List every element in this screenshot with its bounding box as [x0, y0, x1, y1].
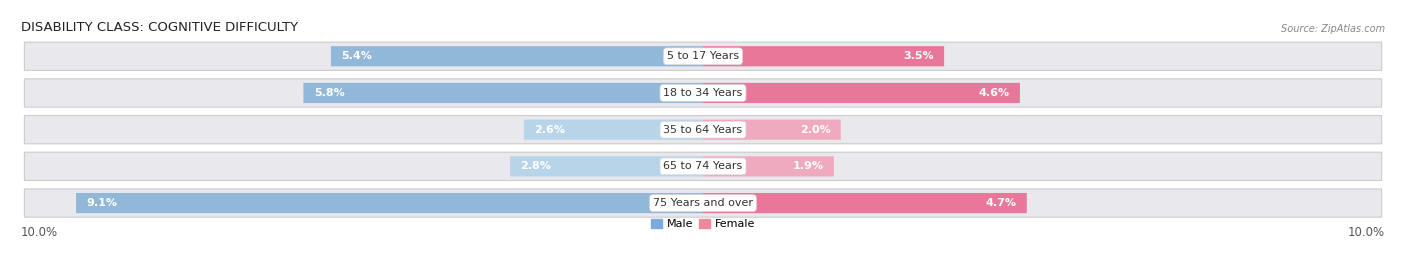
Text: 4.7%: 4.7% [986, 198, 1017, 208]
FancyBboxPatch shape [24, 189, 1382, 217]
FancyBboxPatch shape [24, 79, 1382, 107]
FancyBboxPatch shape [24, 152, 1382, 181]
FancyBboxPatch shape [703, 120, 841, 140]
FancyBboxPatch shape [703, 83, 1019, 103]
Legend: Male, Female: Male, Female [647, 215, 759, 234]
Text: 10.0%: 10.0% [21, 226, 58, 239]
Text: 65 to 74 Years: 65 to 74 Years [664, 161, 742, 171]
Text: 75 Years and over: 75 Years and over [652, 198, 754, 208]
Text: 2.0%: 2.0% [800, 125, 831, 135]
Text: Source: ZipAtlas.com: Source: ZipAtlas.com [1281, 23, 1385, 33]
FancyBboxPatch shape [524, 120, 703, 140]
FancyBboxPatch shape [24, 116, 1382, 144]
Text: 4.6%: 4.6% [979, 88, 1010, 98]
Text: 5 to 17 Years: 5 to 17 Years [666, 51, 740, 61]
Text: 5.4%: 5.4% [342, 51, 373, 61]
Text: 5.8%: 5.8% [314, 88, 344, 98]
FancyBboxPatch shape [24, 42, 1382, 70]
Text: 1.9%: 1.9% [793, 161, 824, 171]
FancyBboxPatch shape [703, 156, 834, 177]
Text: 10.0%: 10.0% [1348, 226, 1385, 239]
FancyBboxPatch shape [703, 46, 945, 66]
Text: DISABILITY CLASS: COGNITIVE DIFFICULTY: DISABILITY CLASS: COGNITIVE DIFFICULTY [21, 21, 298, 33]
FancyBboxPatch shape [304, 83, 703, 103]
Text: 35 to 64 Years: 35 to 64 Years [664, 125, 742, 135]
Text: 9.1%: 9.1% [86, 198, 117, 208]
FancyBboxPatch shape [76, 193, 703, 213]
FancyBboxPatch shape [510, 156, 703, 177]
Text: 18 to 34 Years: 18 to 34 Years [664, 88, 742, 98]
Text: 2.6%: 2.6% [534, 125, 565, 135]
FancyBboxPatch shape [330, 46, 703, 66]
Text: 3.5%: 3.5% [903, 51, 934, 61]
FancyBboxPatch shape [703, 193, 1026, 213]
Text: 2.8%: 2.8% [520, 161, 551, 171]
